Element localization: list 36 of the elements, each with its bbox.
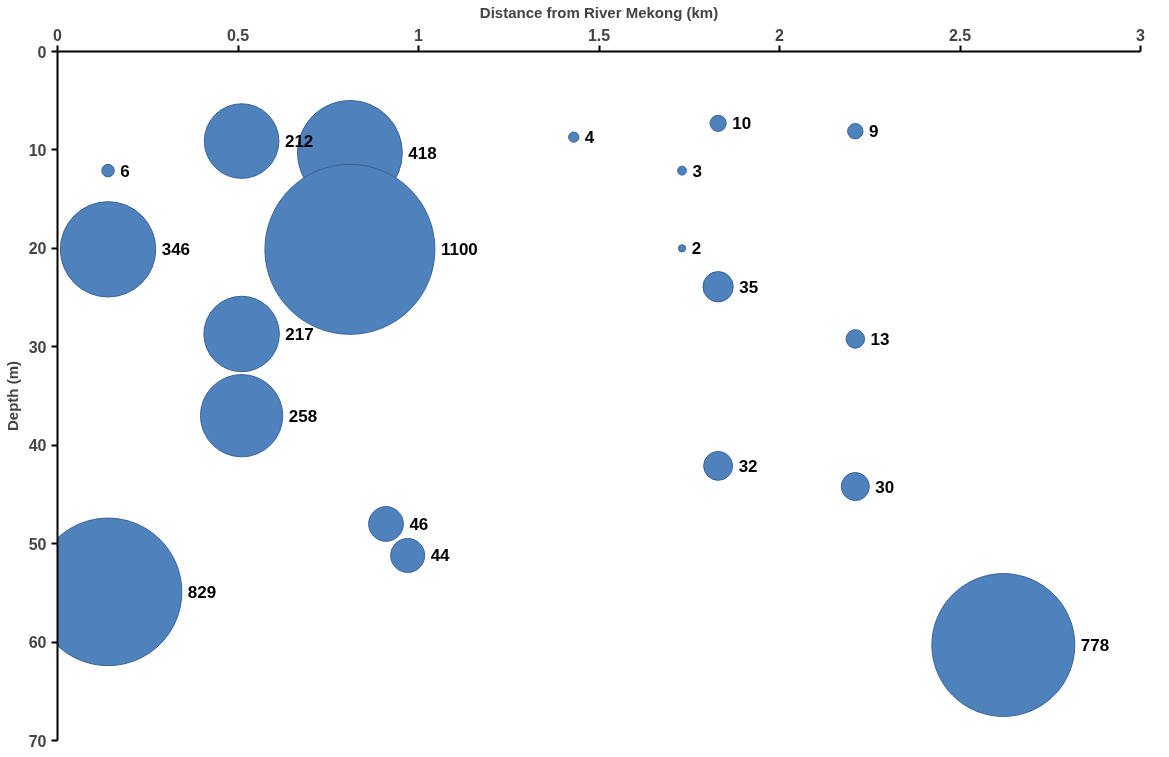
x-tick-label: 2: [775, 26, 785, 44]
data-label: 217: [285, 324, 314, 344]
data-label: 9: [869, 122, 879, 142]
y-tick-label: 10: [28, 141, 47, 159]
data-label: 35: [739, 277, 759, 297]
x-axis-title: Distance from River Mekong (km): [479, 3, 719, 21]
data-label: 2: [691, 239, 702, 259]
x-tick-label: 0: [53, 26, 63, 44]
x-tick-label: 0.5: [226, 26, 250, 44]
y-axis-title: Depth (m): [3, 361, 21, 431]
data-label: 829: [187, 582, 217, 602]
data-label: 6: [120, 161, 130, 181]
x-tick-label: 3: [1136, 26, 1146, 44]
data-label: 418: [408, 143, 437, 163]
y-tick-label: 50: [28, 535, 47, 553]
data-label: 4: [584, 128, 595, 148]
y-tick-label: 60: [28, 634, 47, 652]
data-label: 1100: [440, 240, 478, 260]
y-tick-label: 0: [37, 43, 47, 61]
data-label: 778: [1080, 636, 1110, 656]
data-label: 44: [430, 546, 451, 566]
data-label: 3: [692, 161, 702, 181]
x-tick-label: 2.5: [948, 26, 972, 44]
y-tick-label: 30: [28, 338, 47, 356]
data-label: 30: [875, 477, 895, 497]
x-tick-label: 1.5: [587, 26, 611, 44]
data-label: 258: [288, 406, 318, 426]
data-label: 32: [738, 456, 758, 476]
data-label: 346: [161, 240, 191, 260]
x-tick-label: 1: [414, 26, 424, 44]
y-tick-label: 70: [28, 732, 47, 750]
data-label: 13: [870, 329, 890, 349]
y-tick-label: 20: [28, 240, 47, 258]
data-label: 10: [732, 114, 752, 134]
data-label: 46: [409, 514, 429, 534]
y-tick-label: 40: [28, 437, 47, 455]
